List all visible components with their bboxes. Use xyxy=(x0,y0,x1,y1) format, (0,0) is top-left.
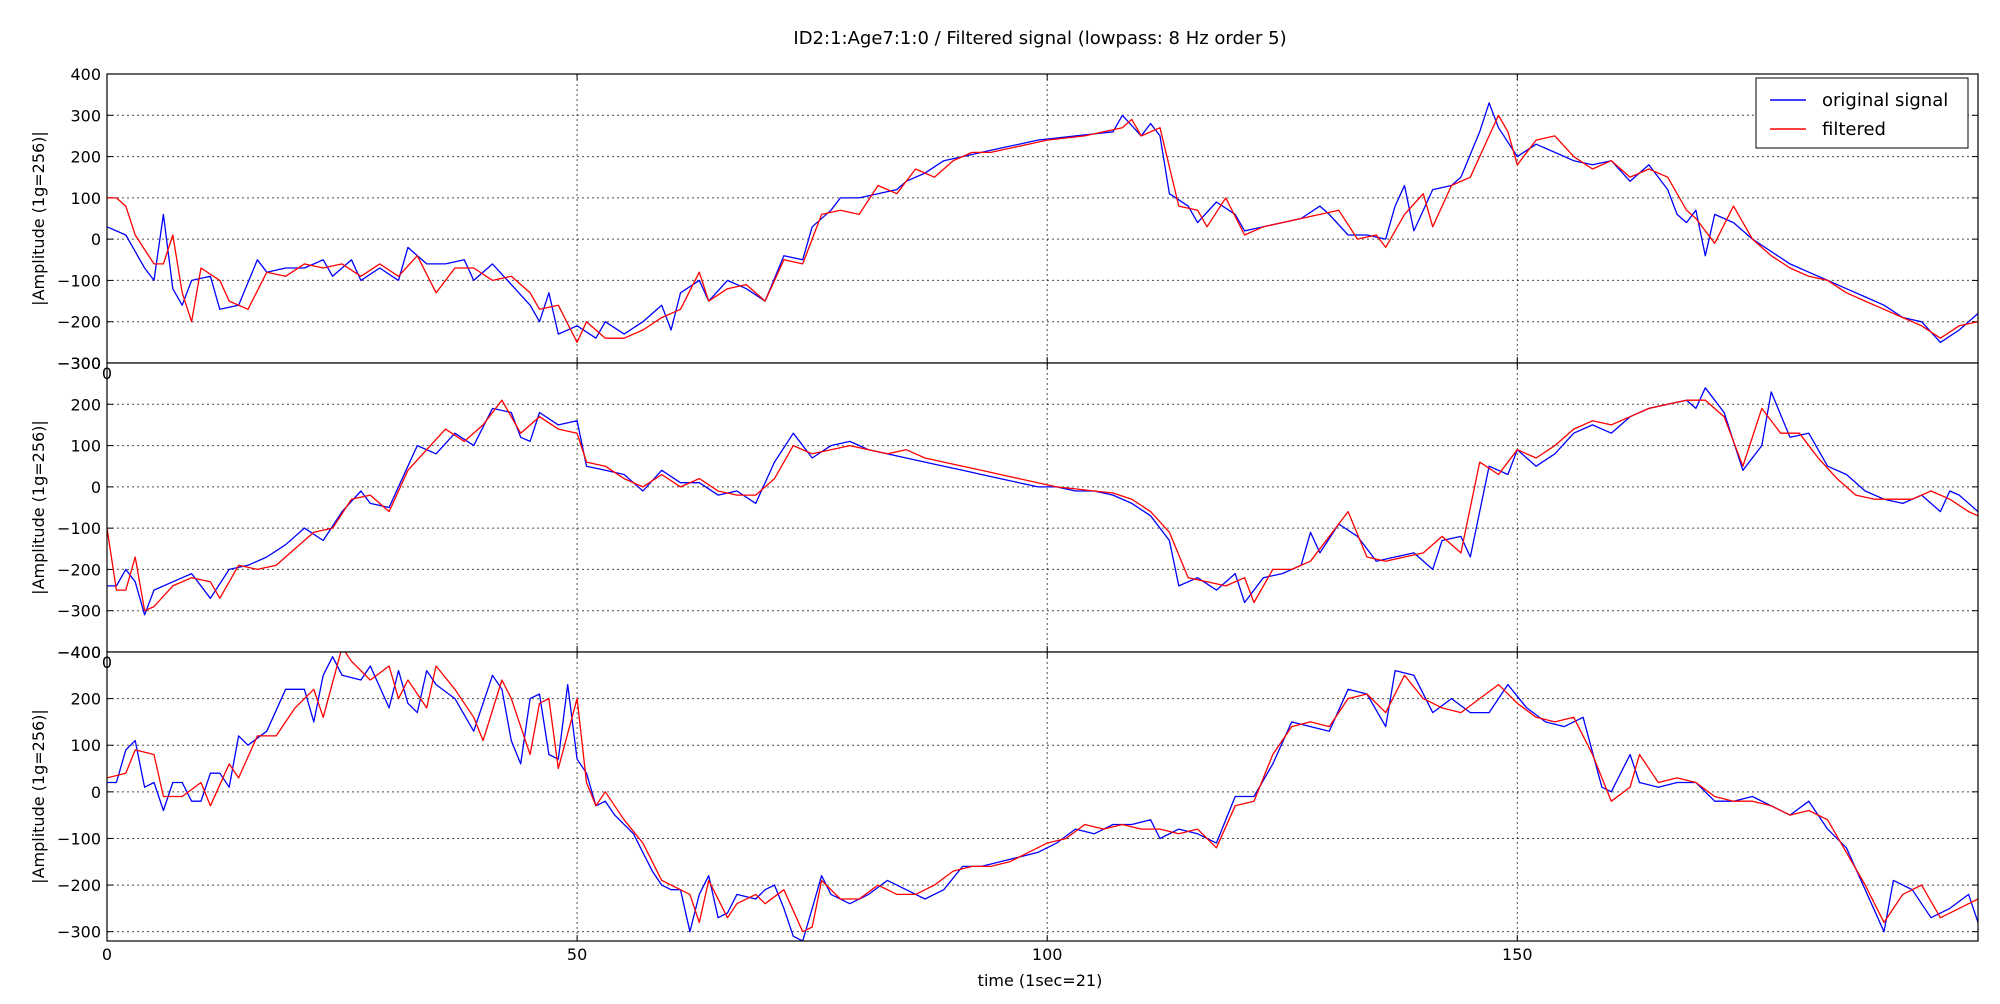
y-tick-label: −200 xyxy=(57,313,101,332)
y-tick-label: 100 xyxy=(70,437,101,456)
x-tick-label: 0 xyxy=(102,364,112,383)
y-tick-label: 0 xyxy=(91,478,101,497)
series-line-filtered xyxy=(107,652,1978,933)
y-tick-label: −400 xyxy=(57,643,101,662)
y-tick-label: 0 xyxy=(91,230,101,249)
panel-background xyxy=(107,652,1978,941)
y-tick-label: −300 xyxy=(57,923,101,942)
y-tick-label: 200 xyxy=(70,690,101,709)
y-tick-label: 0 xyxy=(91,783,101,802)
y-tick-label: −100 xyxy=(57,271,101,290)
x-tick-label: 50 xyxy=(567,945,587,964)
y-tick-label: −300 xyxy=(57,602,101,621)
series-line-filtered xyxy=(107,399,1978,612)
legend-label: filtered xyxy=(1822,119,1886,140)
y-tick-label: −100 xyxy=(57,519,101,538)
y-tick-label: 400 xyxy=(70,65,101,84)
legend-box xyxy=(1755,77,1969,149)
y-tick-label: 100 xyxy=(70,189,101,208)
x-tick-label: 0 xyxy=(102,945,112,964)
y-tick-label: −200 xyxy=(57,876,101,895)
y-tick-label: 200 xyxy=(70,148,101,167)
y-tick-label: 300 xyxy=(70,106,101,125)
y-tick-label: 200 xyxy=(70,395,101,414)
y-axis-title: |Amplitude (1g=256)| xyxy=(29,709,48,884)
y-axis-title: |Amplitude (1g=256)| xyxy=(29,131,48,306)
x-tick-label: 0 xyxy=(102,653,112,672)
y-axis-title: |Amplitude (1g=256)| xyxy=(29,420,48,595)
x-tick-label: 150 xyxy=(1502,945,1533,964)
x-tick-label: 100 xyxy=(1032,945,1063,964)
panel-background xyxy=(107,363,1978,652)
y-tick-label: −200 xyxy=(57,560,101,579)
y-tick-label: −100 xyxy=(57,829,101,848)
series-line-original-signal xyxy=(107,102,1978,344)
y-tick-label: 100 xyxy=(70,736,101,755)
panel-background xyxy=(107,74,1978,363)
series-line-filtered xyxy=(107,114,1978,344)
panel-frame xyxy=(106,651,1979,942)
y-tick-label: −400 xyxy=(57,643,101,662)
chart-title: ID2:1:Age7:1:0 / Filtered signal (lowpas… xyxy=(793,28,1286,49)
y-tick-label: −300 xyxy=(57,354,101,373)
legend-label: original signal xyxy=(1822,90,1948,111)
x-axis-title: time (1sec=21) xyxy=(978,971,1103,990)
y-tick-label: −300 xyxy=(57,354,101,373)
